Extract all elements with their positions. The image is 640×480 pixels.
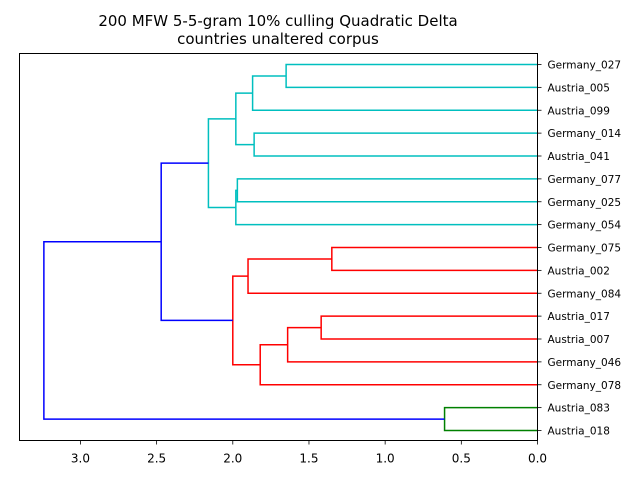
dendrogram-link-10 <box>286 326 538 363</box>
x-tick-label: 1.0 <box>376 452 395 466</box>
dendrogram-link-1 <box>251 75 538 111</box>
leaf-label: Germany_046 <box>548 357 622 369</box>
dendrogram-link-15 <box>43 241 445 420</box>
leaf-label: Germany_084 <box>548 288 622 300</box>
leaf-label: Austria_083 <box>548 403 610 415</box>
x-tick-label: 0.5 <box>452 452 471 466</box>
dendrogram-link-12 <box>232 275 261 366</box>
dendrogram-link-14 <box>443 406 538 432</box>
dendrogram-link-2 <box>253 132 538 157</box>
x-tick-label: 0.0 <box>528 452 547 466</box>
chart-title-line-2: countries unaltered corpus <box>177 30 379 48</box>
leaf-label: Germany_027 <box>548 60 622 72</box>
dendrogram-link-5 <box>235 189 538 226</box>
leaf-label: Germany_077 <box>548 174 622 186</box>
leaf-label: Austria_018 <box>548 426 610 438</box>
leaf-label: Germany_054 <box>548 220 622 232</box>
leaf-label: Austria_005 <box>548 82 610 94</box>
plot-frame <box>19 53 538 441</box>
dendrogram-link-8 <box>247 258 538 294</box>
leaf-label: Germany_014 <box>548 128 622 140</box>
dendrogram-link-6 <box>207 118 236 209</box>
x-axis: 3.0 2.5 2.0 1.5 1.0 0.5 0.0 <box>71 440 547 466</box>
x-tick-label: 3.0 <box>71 452 90 466</box>
x-tick-label: 2.5 <box>147 452 166 466</box>
leaf-label: Austria_017 <box>548 311 610 323</box>
dendrogram-links <box>43 63 538 432</box>
dendrogram-link-11 <box>259 343 538 386</box>
dendrogram-link-9 <box>320 315 538 340</box>
dendrogram-link-0 <box>285 63 538 89</box>
leaf-label: Germany_025 <box>548 197 622 209</box>
dendrogram-link-4 <box>236 178 538 203</box>
leaf-label: Austria_007 <box>548 334 610 346</box>
chart-title-line-1: 200 MFW 5-5-gram 10% culling Quadratic D… <box>98 12 458 30</box>
dendrogram-link-3 <box>235 92 255 146</box>
dendrogram-link-7 <box>331 246 538 272</box>
x-tick-label: 2.0 <box>223 452 242 466</box>
leaf-label: Germany_078 <box>548 380 622 392</box>
leaf-label: Germany_075 <box>548 243 622 255</box>
leaf-label: Austria_002 <box>548 265 610 277</box>
leaf-label: Austria_041 <box>548 151 610 163</box>
leaf-label: Austria_099 <box>548 105 610 117</box>
dendrogram-link-13 <box>160 162 233 322</box>
y-axis: Germany_027 Austria_005 Austria_099 Germany… <box>537 60 622 438</box>
x-tick-label: 1.5 <box>299 452 318 466</box>
